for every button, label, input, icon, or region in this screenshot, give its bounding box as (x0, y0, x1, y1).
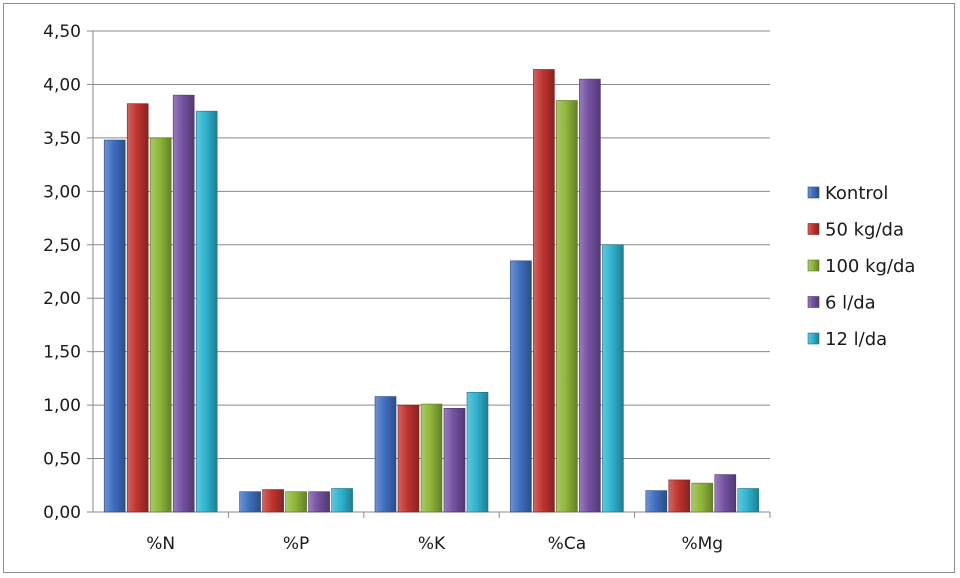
x-tick-label: %P (283, 534, 309, 554)
legend-swatch (807, 186, 820, 199)
y-tick-label: 2,00 (43, 289, 81, 309)
y-tick-label: 0,50 (43, 450, 81, 470)
bar-k-0 (374, 396, 397, 513)
bar-n-1 (126, 103, 149, 513)
bar-k-1 (397, 404, 420, 513)
legend-swatch (807, 296, 820, 308)
legend-swatch (807, 259, 820, 272)
bar-k-3 (443, 408, 466, 513)
bar-ca-3 (579, 78, 601, 513)
bar-ca-2 (556, 100, 578, 513)
bar-ca-4 (602, 244, 624, 513)
y-tick-label: 1,50 (43, 343, 81, 363)
legend-label: 50 kg/da (825, 220, 904, 241)
x-tick-label: %Ca (548, 534, 586, 554)
bar-mg-0 (645, 490, 668, 513)
legend-label: 12 l/da (825, 329, 887, 350)
bar-p-4 (331, 488, 353, 513)
legend-label: Kontrol (825, 183, 888, 204)
bar-n-2 (149, 137, 172, 513)
bar-p-1 (262, 489, 284, 513)
bar-mg-2 (691, 482, 714, 513)
bar-n-4 (195, 110, 218, 513)
bar-k-4 (466, 391, 489, 513)
bar-mg-4 (737, 488, 760, 513)
x-tick-label: %Mg (681, 534, 723, 554)
bar-n-3 (172, 94, 195, 513)
bar-p-0 (239, 491, 261, 513)
bar-k-2 (420, 403, 443, 513)
legend-swatch (807, 223, 820, 235)
bars (103, 69, 760, 513)
bar-ca-0 (510, 260, 532, 513)
legend-label: 6 l/da (825, 293, 876, 314)
x-tick-label: %N (146, 534, 175, 554)
y-tick-label: 3,50 (43, 129, 81, 149)
bar-mg-3 (714, 474, 737, 513)
y-tick-label: 4,00 (43, 75, 81, 95)
y-tick-labels: 0,00 0,50 1,00 1,50 2,00 2,50 3,00 3,50 4,00 4,50 (43, 22, 81, 523)
y-tick-label: 0,00 (43, 503, 81, 523)
x-tick-label: %K (418, 534, 446, 554)
legend-label: 100 kg/da (825, 256, 915, 277)
y-tick-label: 1,00 (43, 396, 81, 416)
legend: Kontrol 50 kg/da 100 kg/da 6 l/da 12 l/da (807, 183, 915, 350)
legend-swatch (807, 332, 820, 345)
bar-ca-1 (533, 69, 555, 513)
x-tick-labels: %N %P %K %Ca %Mg (146, 534, 723, 554)
bar-n-0 (103, 139, 126, 513)
bar-mg-1 (668, 479, 691, 513)
bar-p-3 (308, 491, 330, 513)
y-tick-label: 4,50 (43, 22, 81, 42)
y-tick-label: 2,50 (43, 236, 81, 256)
y-tick-label: 3,00 (43, 182, 81, 202)
bar-p-2 (285, 491, 307, 513)
